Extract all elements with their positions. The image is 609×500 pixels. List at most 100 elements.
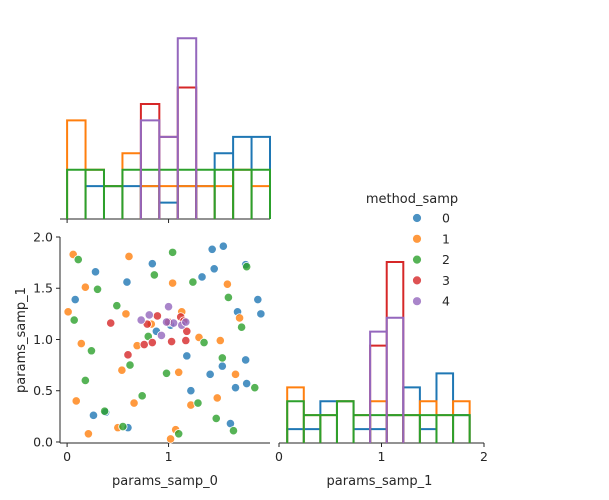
scatter-point-method-2 xyxy=(188,277,198,287)
top-hist-series-method-4 xyxy=(139,37,198,219)
scatter-point-method-1 xyxy=(83,429,94,439)
scatter-point-method-2 xyxy=(112,301,122,311)
scatter-point-method-2 xyxy=(137,391,147,401)
scatter-point-method-3 xyxy=(123,350,133,360)
scatter-point-method-1 xyxy=(212,393,222,403)
legend: method_samp 0 1 2 3 4 xyxy=(366,192,458,309)
scatter-point-method-2 xyxy=(236,322,247,332)
scatter-y-tick-label: 0.5 xyxy=(33,383,53,398)
scatter-point-method-2 xyxy=(80,375,90,386)
scatter-plot: 0.0 0.5 1.0 1.5 2.0 0 1 params_samp_0 params_sam… xyxy=(14,230,270,489)
scatter-point-method-3 xyxy=(182,326,192,336)
scatter-point-method-4 xyxy=(136,315,146,325)
scatter-point-method-1 xyxy=(71,396,81,406)
scatter-point-method-0 xyxy=(242,378,252,389)
scatter-point-method-4 xyxy=(156,330,167,340)
scatter-point-method-1 xyxy=(124,251,134,262)
scatter-x-tick-label: 0 xyxy=(63,449,71,464)
top-hist-series-method-3 xyxy=(139,86,198,219)
right-hist-x-axis-label: params_samp_1 xyxy=(327,474,433,489)
scatter-y-tick-label: 0.0 xyxy=(33,434,53,449)
scatter-point-method-0 xyxy=(241,355,251,365)
scatter-point-method-1 xyxy=(129,398,139,408)
scatter-point-method-0 xyxy=(88,410,99,420)
scatter-point-method-2 xyxy=(193,398,203,408)
legend-marker-2 xyxy=(412,254,422,265)
scatter-point-method-2 xyxy=(161,368,172,378)
scatter-point-method-2 xyxy=(100,406,110,416)
top-hist-series-method-2 xyxy=(66,168,271,219)
scatter-point-method-1 xyxy=(174,367,184,377)
right-hist-series-method-2 xyxy=(286,400,471,443)
scatter-point-method-2 xyxy=(125,360,135,370)
scatter-point-method-2 xyxy=(217,353,227,363)
scatter-point-method-3 xyxy=(152,311,162,321)
scatter-point-method-2 xyxy=(211,413,221,424)
scatter-point-method-1 xyxy=(117,365,127,375)
scatter-point-method-0 xyxy=(197,272,207,282)
scatter-point-method-2 xyxy=(168,247,178,257)
scatter-point-method-4 xyxy=(144,310,154,320)
scatter-point-method-3 xyxy=(139,340,149,350)
scatter-point-method-4 xyxy=(161,317,172,327)
right-hist-x-tick-label: 1 xyxy=(378,449,386,464)
scatter-point-method-2 xyxy=(149,270,159,280)
scatter-point-method-2 xyxy=(242,262,252,272)
scatter-point-method-0 xyxy=(122,277,132,287)
scatter-point-method-0 xyxy=(256,309,266,319)
legend-label-2: 2 xyxy=(442,252,450,267)
scatter-y-tick-label: 2.0 xyxy=(33,230,53,245)
scatter-point-method-4 xyxy=(181,317,191,327)
legend-marker-1 xyxy=(412,233,422,244)
scatter-point-method-0 xyxy=(209,264,219,274)
scatter-point-method-1 xyxy=(165,434,176,444)
scatter-x-axis-label: params_samp_0 xyxy=(112,474,218,489)
scatter-point-method-4 xyxy=(163,302,174,312)
scatter-point-method-1 xyxy=(230,369,241,379)
legend-label-3: 3 xyxy=(442,273,450,288)
scatter-point-method-1 xyxy=(63,307,73,317)
scatter-point-method-1 xyxy=(215,335,225,346)
scatter-point-method-0 xyxy=(147,259,157,269)
scatter-point-method-0 xyxy=(182,351,192,361)
right-hist-x-tick-label: 0 xyxy=(275,449,283,464)
scatter-point-method-2 xyxy=(223,292,234,303)
scatter-point-method-0 xyxy=(70,294,80,305)
scatter-point-method-0 xyxy=(207,244,217,254)
scatter-point-method-0 xyxy=(186,386,196,396)
legend-label-1: 1 xyxy=(442,231,450,246)
scatter-point-method-2 xyxy=(86,346,97,356)
scatter-point-method-3 xyxy=(106,318,116,328)
legend-marker-0 xyxy=(412,213,422,223)
scatter-point-method-1 xyxy=(222,279,232,289)
scatter-point-method-2 xyxy=(69,315,79,325)
right-marginal-histogram: 0 1 2 params_samp_1 xyxy=(275,261,488,489)
legend-label-4: 4 xyxy=(442,294,450,309)
scatter-point-method-3 xyxy=(181,335,191,346)
top-marginal-histogram xyxy=(60,37,271,223)
scatter-point-method-0 xyxy=(205,369,215,379)
scatter-point-method-0 xyxy=(218,241,228,251)
scatter-point-method-1 xyxy=(168,278,178,288)
scatter-point-method-1 xyxy=(234,313,245,323)
legend-marker-3 xyxy=(412,275,422,286)
scatter-x-tick-label: 1 xyxy=(165,449,173,464)
right-hist-series-method-4 xyxy=(369,316,405,443)
scatter-y-tick-label: 1.5 xyxy=(33,281,53,296)
scatter-point-method-0 xyxy=(253,294,263,305)
scatter-point-method-2 xyxy=(92,284,103,294)
scatter-point-method-3 xyxy=(166,336,177,347)
scatter-point-method-2 xyxy=(199,337,209,348)
scatter-point-method-2 xyxy=(73,254,83,265)
scatter-y-tick-label: 1.0 xyxy=(33,332,53,347)
scatter-point-method-2 xyxy=(228,426,239,436)
scatter-point-method-0 xyxy=(230,383,241,393)
scatter-point-method-0 xyxy=(217,361,227,371)
legend-marker-4 xyxy=(412,296,422,307)
legend-label-0: 0 xyxy=(442,211,450,226)
scatter-point-method-2 xyxy=(174,429,184,439)
right-hist-series-method-0 xyxy=(286,372,471,443)
scatter-point-method-1 xyxy=(76,338,86,349)
scatter-point-method-0 xyxy=(90,267,101,277)
